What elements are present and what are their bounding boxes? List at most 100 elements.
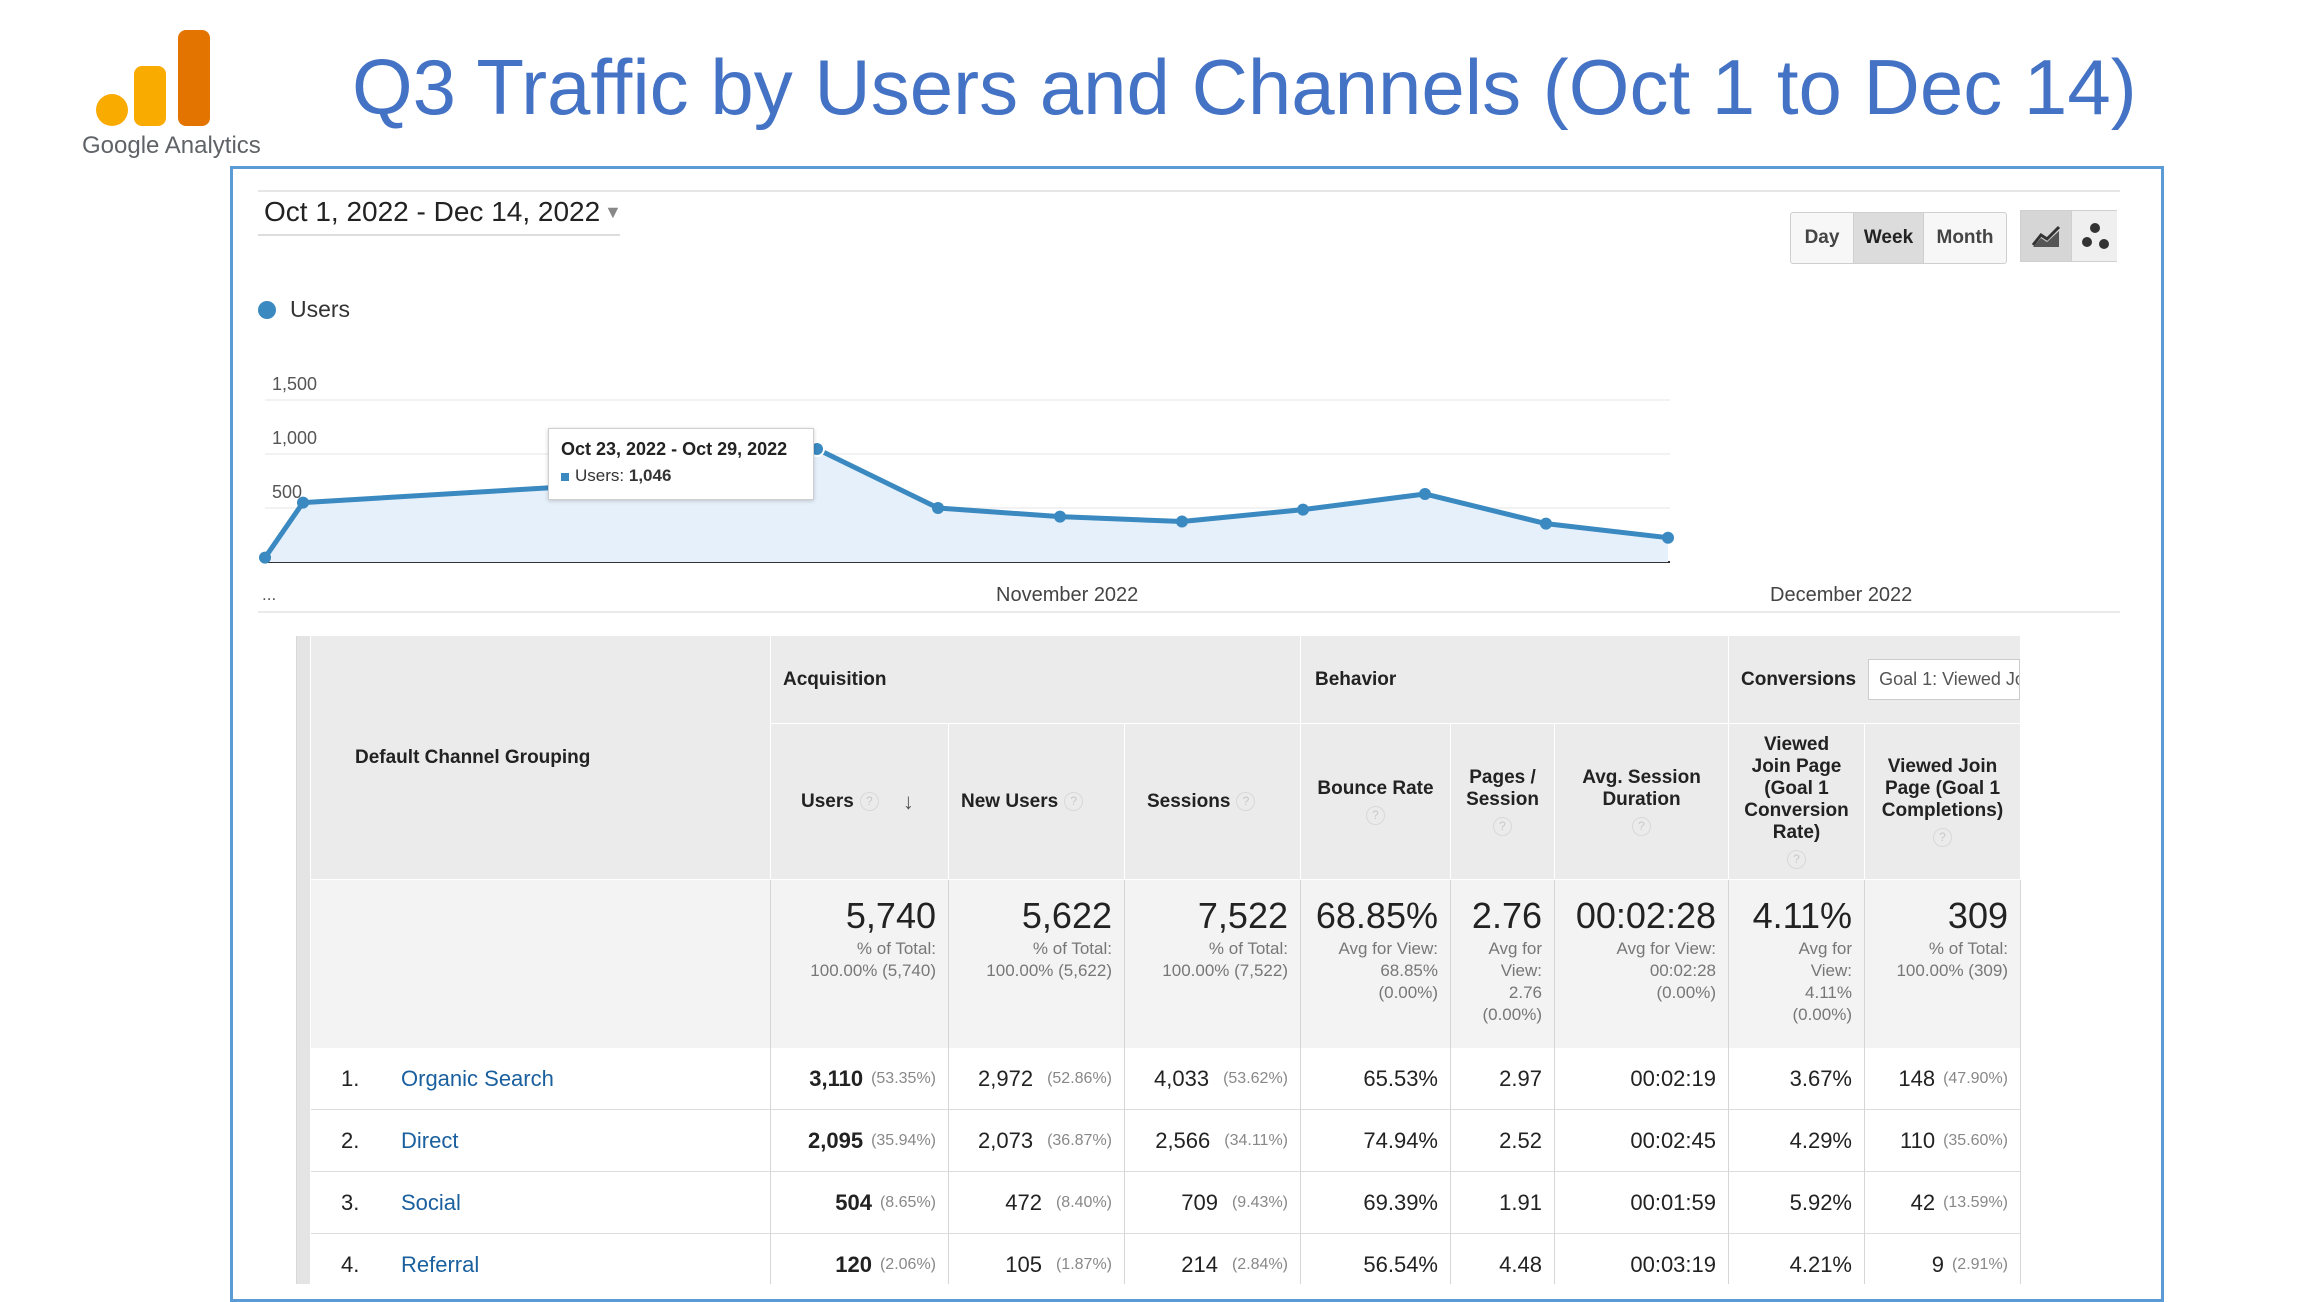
cell-goal-completions: 9 (2.91%) [1865, 1234, 2021, 1284]
help-icon[interactable]: ? [1366, 806, 1385, 825]
help-icon[interactable]: ? [859, 792, 879, 811]
cell-percent: (47.90%) [1943, 1069, 2008, 1087]
table-row: 2. Direct [311, 1110, 771, 1172]
tooltip-series-marker [561, 472, 569, 481]
column-header-channel[interactable]: Default Channel Grouping [311, 636, 771, 880]
line-chart-button[interactable] [2020, 210, 2072, 262]
column-header-goal-conversion-rate[interactable]: Viewed Join Page (Goal 1 Conversion Rate… [1729, 724, 1865, 880]
group-header-acquisition: Acquisition [771, 636, 1301, 724]
chevron-down-icon[interactable]: ▼ [604, 202, 622, 222]
cell-new-users: 105 (1.87%) [949, 1234, 1125, 1284]
channel-link[interactable]: Direct [401, 1127, 459, 1153]
help-icon[interactable]: ? [1236, 792, 1256, 811]
motion-chart-button[interactable] [2071, 210, 2117, 262]
cell-percent: (35.60%) [1943, 1131, 2008, 1149]
data-point[interactable] [259, 551, 271, 564]
cell-value: 4.48 [1499, 1251, 1542, 1277]
total-goal-completions-value: 309 [1947, 895, 2008, 936]
column-header-users-label: Users [801, 790, 854, 812]
column-header-pages-session-label: Pages / Session [1466, 767, 1539, 810]
motion-chart-icon [2081, 223, 2109, 249]
cell-percent: (2.91%) [1951, 1255, 2008, 1273]
table-left-edge [296, 636, 310, 1284]
goal-select[interactable]: Goal 1: Viewed Jo [1868, 659, 2020, 700]
y-tick-label: 1,500 [272, 374, 317, 394]
cell-value: 4,033 [1154, 1065, 1210, 1091]
line-chart-icon [2031, 225, 2061, 247]
cell-value: 214 [1181, 1251, 1218, 1277]
channel-link[interactable]: Social [401, 1189, 461, 1215]
data-point[interactable] [1662, 531, 1674, 544]
total-bounce-rate-value: 68.85% [1315, 895, 1438, 936]
channel-link[interactable]: Organic Search [401, 1065, 554, 1091]
cell-pages-session: 2.97 [1451, 1048, 1555, 1110]
data-point[interactable] [1540, 517, 1552, 530]
column-header-new-users-label: New Users [961, 790, 1059, 812]
table-row: 1. Organic Search [311, 1048, 771, 1110]
column-header-pages-session[interactable]: Pages / Session ? [1451, 724, 1555, 880]
total-sessions: 7,522 % of Total: 100.00% (7,522) [1125, 880, 1301, 1048]
cell-new-users: 2,972 (52.86%) [949, 1048, 1125, 1110]
help-icon[interactable]: ? [1933, 828, 1952, 847]
data-point[interactable] [297, 496, 309, 509]
cell-value: 00:02:19 [1630, 1065, 1716, 1091]
channel-link[interactable]: Referral [401, 1251, 480, 1277]
logo-bar-tall [178, 30, 210, 126]
cell-goal-conv-rate: 5.92% [1729, 1172, 1865, 1234]
cell-goal-conv-rate: 3.67% [1729, 1048, 1865, 1110]
totals-label-cell [311, 880, 771, 1048]
column-header-goal-completions[interactable]: Viewed Join Page (Goal 1 Completions) ? [1865, 724, 2021, 880]
column-header-new-users[interactable]: New Users ? [949, 724, 1125, 880]
total-goal-completions-detail: 100.00% (309) [1896, 961, 2008, 980]
period-day-button[interactable]: Day [1790, 212, 1854, 264]
group-header-conversions: Conversions Goal 1: Viewed Jo [1729, 636, 2021, 724]
help-icon[interactable]: ? [1632, 817, 1651, 836]
cell-value: 1.91 [1499, 1189, 1542, 1215]
total-bounce-rate-caption: Avg for View: [1338, 939, 1438, 958]
cell-avg-session-duration: 00:01:59 [1555, 1172, 1729, 1234]
chart-tooltip: Oct 23, 2022 - Oct 29, 2022 Users: 1,046 [548, 428, 814, 500]
total-users-caption: % of Total: [856, 939, 936, 958]
group-header-acquisition-label: Acquisition [783, 668, 887, 690]
data-point[interactable] [1419, 487, 1431, 500]
cell-goal-completions: 110 (35.60%) [1865, 1110, 2021, 1172]
data-point[interactable] [1054, 510, 1066, 523]
cell-value: 2,972 [978, 1065, 1034, 1091]
cell-users: 3,110 (53.35%) [771, 1048, 949, 1110]
total-pages-session-detail: 2.76 [1508, 983, 1542, 1002]
total-bounce-rate: 68.85% Avg for View: 68.85% (0.00%) [1301, 880, 1451, 1048]
data-point[interactable] [1297, 503, 1309, 516]
period-month-button[interactable]: Month [1923, 212, 2007, 264]
cell-new-users: 472 (8.40%) [949, 1172, 1125, 1234]
column-header-avg-session-duration[interactable]: Avg. Session Duration ? [1555, 724, 1729, 880]
cell-percent: (53.62%) [1223, 1069, 1288, 1087]
users-series-line [262, 446, 1669, 560]
cell-value: 2,566 [1155, 1127, 1211, 1153]
tooltip-date: Oct 23, 2022 - Oct 29, 2022 [561, 439, 788, 459]
cell-goal-completions: 42 (13.59%) [1865, 1172, 2021, 1234]
total-bounce-rate-delta: (0.00%) [1378, 983, 1438, 1002]
sort-arrow-down-icon[interactable]: ↓ [902, 788, 914, 814]
cell-value: 9 [1931, 1251, 1944, 1277]
column-header-bounce-rate[interactable]: Bounce Rate ? [1301, 724, 1451, 880]
logo-text: Google Analytics [82, 132, 261, 159]
period-week-button[interactable]: Week [1853, 212, 1924, 264]
cell-sessions: 2,566 (34.11%) [1125, 1110, 1301, 1172]
help-icon[interactable]: ? [1064, 792, 1084, 811]
tooltip-line: Users: 1,046 [561, 466, 801, 486]
column-header-users[interactable]: Users ? ↓ [771, 724, 949, 880]
data-point[interactable] [1176, 515, 1188, 528]
cell-users: 2,095 (35.94%) [771, 1110, 949, 1172]
cell-value: 4.29% [1789, 1127, 1852, 1153]
help-icon[interactable]: ? [1787, 850, 1806, 869]
help-icon[interactable]: ? [1493, 817, 1512, 836]
column-header-bounce-rate-label: Bounce Rate [1317, 778, 1434, 799]
total-users-detail: 100.00% (5,740) [810, 961, 936, 980]
data-point[interactable] [932, 502, 944, 514]
cell-pages-session: 2.52 [1451, 1110, 1555, 1172]
users-chart: 1,500 1,000 500 [259, 374, 1674, 564]
column-header-sessions[interactable]: Sessions ? [1125, 724, 1301, 880]
total-avg-session-duration-detail: 00:02:28 [1649, 961, 1716, 980]
date-range-picker[interactable]: Oct 1, 2022 - Dec 14, 2022 [264, 196, 601, 227]
cell-value: 110 [1900, 1127, 1936, 1153]
